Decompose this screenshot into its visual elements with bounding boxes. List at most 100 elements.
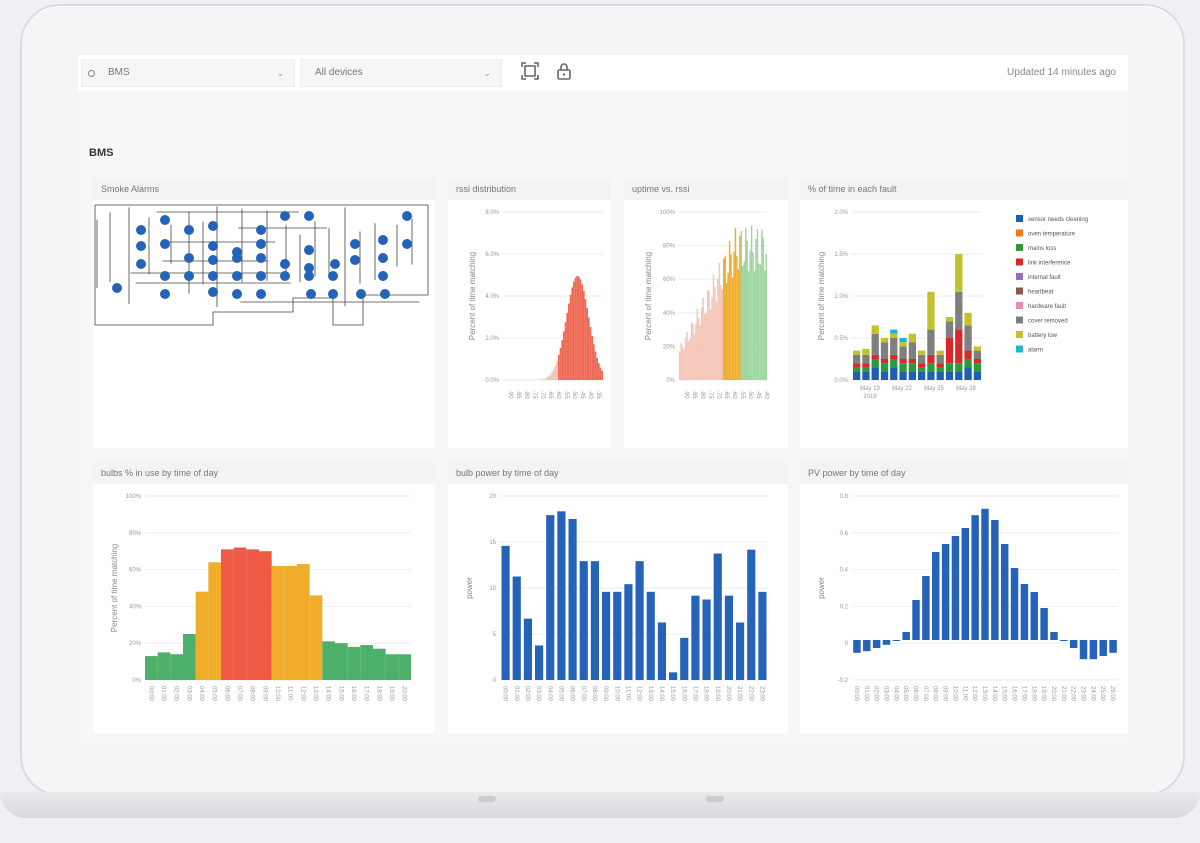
fault-bar-segment [853,367,861,372]
fault-bar-segment [973,371,981,380]
x-tick-label: 20:00 [401,686,407,702]
uptime-bar [695,323,697,380]
source-select[interactable]: BMS ⌄ [81,59,295,87]
fault-bar-segment [890,354,898,359]
uptime-bar [714,286,716,380]
x-tick-label: -50 [571,390,577,399]
x-tick-label: 03:00 [185,686,191,702]
legend-label: heartbeat [1028,290,1054,296]
uptime-bar [734,227,737,380]
data-bar [1109,640,1117,653]
x-tick-label: -80 [523,390,529,399]
uptime-bar [762,237,765,380]
uptime-bar [755,238,757,380]
fault-bar-segment [945,338,954,364]
rssi-bar [556,360,558,380]
x-tick-label: -60 [555,390,561,399]
x-tick-label: 07:00 [580,686,586,702]
rssi-bar [543,378,545,380]
data-bar [579,561,588,680]
rssi-bar [548,376,550,380]
y-tick-label: 60% [663,277,676,283]
panel-title: % of time in each fault [800,178,1128,200]
uptime-bar [689,337,691,380]
uptime-bar [727,272,729,380]
data-bar [1050,632,1058,640]
smoke-alarm-marker [304,263,314,273]
fault-bar-segment [899,359,907,364]
x-tick-label: 02:00 [524,686,530,702]
x-tick-label: -45 [755,390,761,399]
x-tick-label: 05:00 [211,686,217,702]
smoke-alarm-marker [378,271,388,281]
fault-bar-segment [890,338,898,355]
x-tick-label: 01:00 [863,686,869,702]
fault-bar-segment [918,363,926,368]
dashboard-screen: BMS ⌄ All devices ⌄ Updated 14 minutes a… [78,55,1128,745]
rssi-bar [596,357,598,380]
lock-icon[interactable] [553,61,575,83]
y-axis-label: Percent of time matching [110,544,119,632]
y-tick-label: 0 [493,678,497,684]
bulb-power-chart: 0 5 10 15 20 power 00:00 01:00 02:00 03:00 04:00 05… [465,494,768,702]
x-tick-label: May 19 [860,386,880,392]
data-bar [724,595,733,680]
data-bar [233,547,247,680]
x-tick-label: May 28 [956,386,976,392]
smoke-alarm-marker [232,271,242,281]
x-tick-label: 21:00 [736,686,742,702]
y-tick-label: 100% [660,210,676,216]
source-select-value: BMS [108,67,130,78]
x-tick-label: -70 [715,390,721,399]
fault-bar-segment [871,354,879,359]
panel-pv-power: PV power by time of day -0.2 0 0.2 0.4 0.6 0.… [800,462,1128,733]
uptime-bar [687,340,690,380]
uptime-bar [698,318,700,380]
y-tick-label: 100% [126,494,142,500]
data-bar [360,645,373,680]
data-bar [646,591,655,680]
x-tick-label: 06:00 [569,686,575,702]
fault-bar-segment [955,329,963,364]
x-tick-label: 11:00 [961,686,967,701]
uptime-bar [745,227,747,380]
data-bar [971,515,979,640]
x-tick-label: 14:00 [658,686,664,702]
uptime-bar [679,351,681,380]
panel-rssi-distribution: rssi distribution 0.0% 2.0% 4.0% 6.0% 8.0% Pe… [448,178,610,448]
fault-bar-segment [853,371,861,380]
x-tick-label: 07:00 [922,686,928,702]
fault-bar-segment [936,350,944,355]
y-tick-label: 1.5% [834,252,848,258]
fault-bar-segment [899,363,907,372]
fullscreen-icon[interactable] [519,61,541,83]
x-tick-label: 11:00 [287,686,293,701]
data-bar [208,562,221,680]
x-tick-label: 15:00 [669,686,675,702]
legend-swatch [1016,287,1023,295]
rssi-bar [568,303,570,380]
uptime-bar [684,337,687,380]
data-bar [195,591,209,680]
x-tick-label: 17:00 [691,686,697,702]
fault-bar-segment [853,354,861,364]
floorplan-map [94,204,429,326]
data-bar [669,672,678,680]
legend-swatch [1016,302,1023,309]
uptime-bar [742,265,744,380]
legend-label: cover removed [1028,319,1068,325]
smoke-alarm-marker [208,241,218,251]
uptime-bar [686,332,688,380]
x-tick-label: 05:00 [557,686,563,702]
device-select[interactable]: All devices ⌄ [300,59,502,87]
uptime-bar [752,252,754,380]
x-tick-label: 2019 [863,394,877,400]
rssi-bar [581,284,583,380]
panel-bulb-power: bulb power by time of day 0 5 10 15 20 power 0… [448,462,788,733]
x-tick-label: 18:00 [375,686,381,702]
panel-title: bulbs % in use by time of day [93,462,435,484]
data-bar [1040,608,1048,640]
y-tick-label: 80% [129,531,142,537]
x-tick-label: 04:00 [892,686,898,702]
legend-swatch [1016,331,1023,338]
